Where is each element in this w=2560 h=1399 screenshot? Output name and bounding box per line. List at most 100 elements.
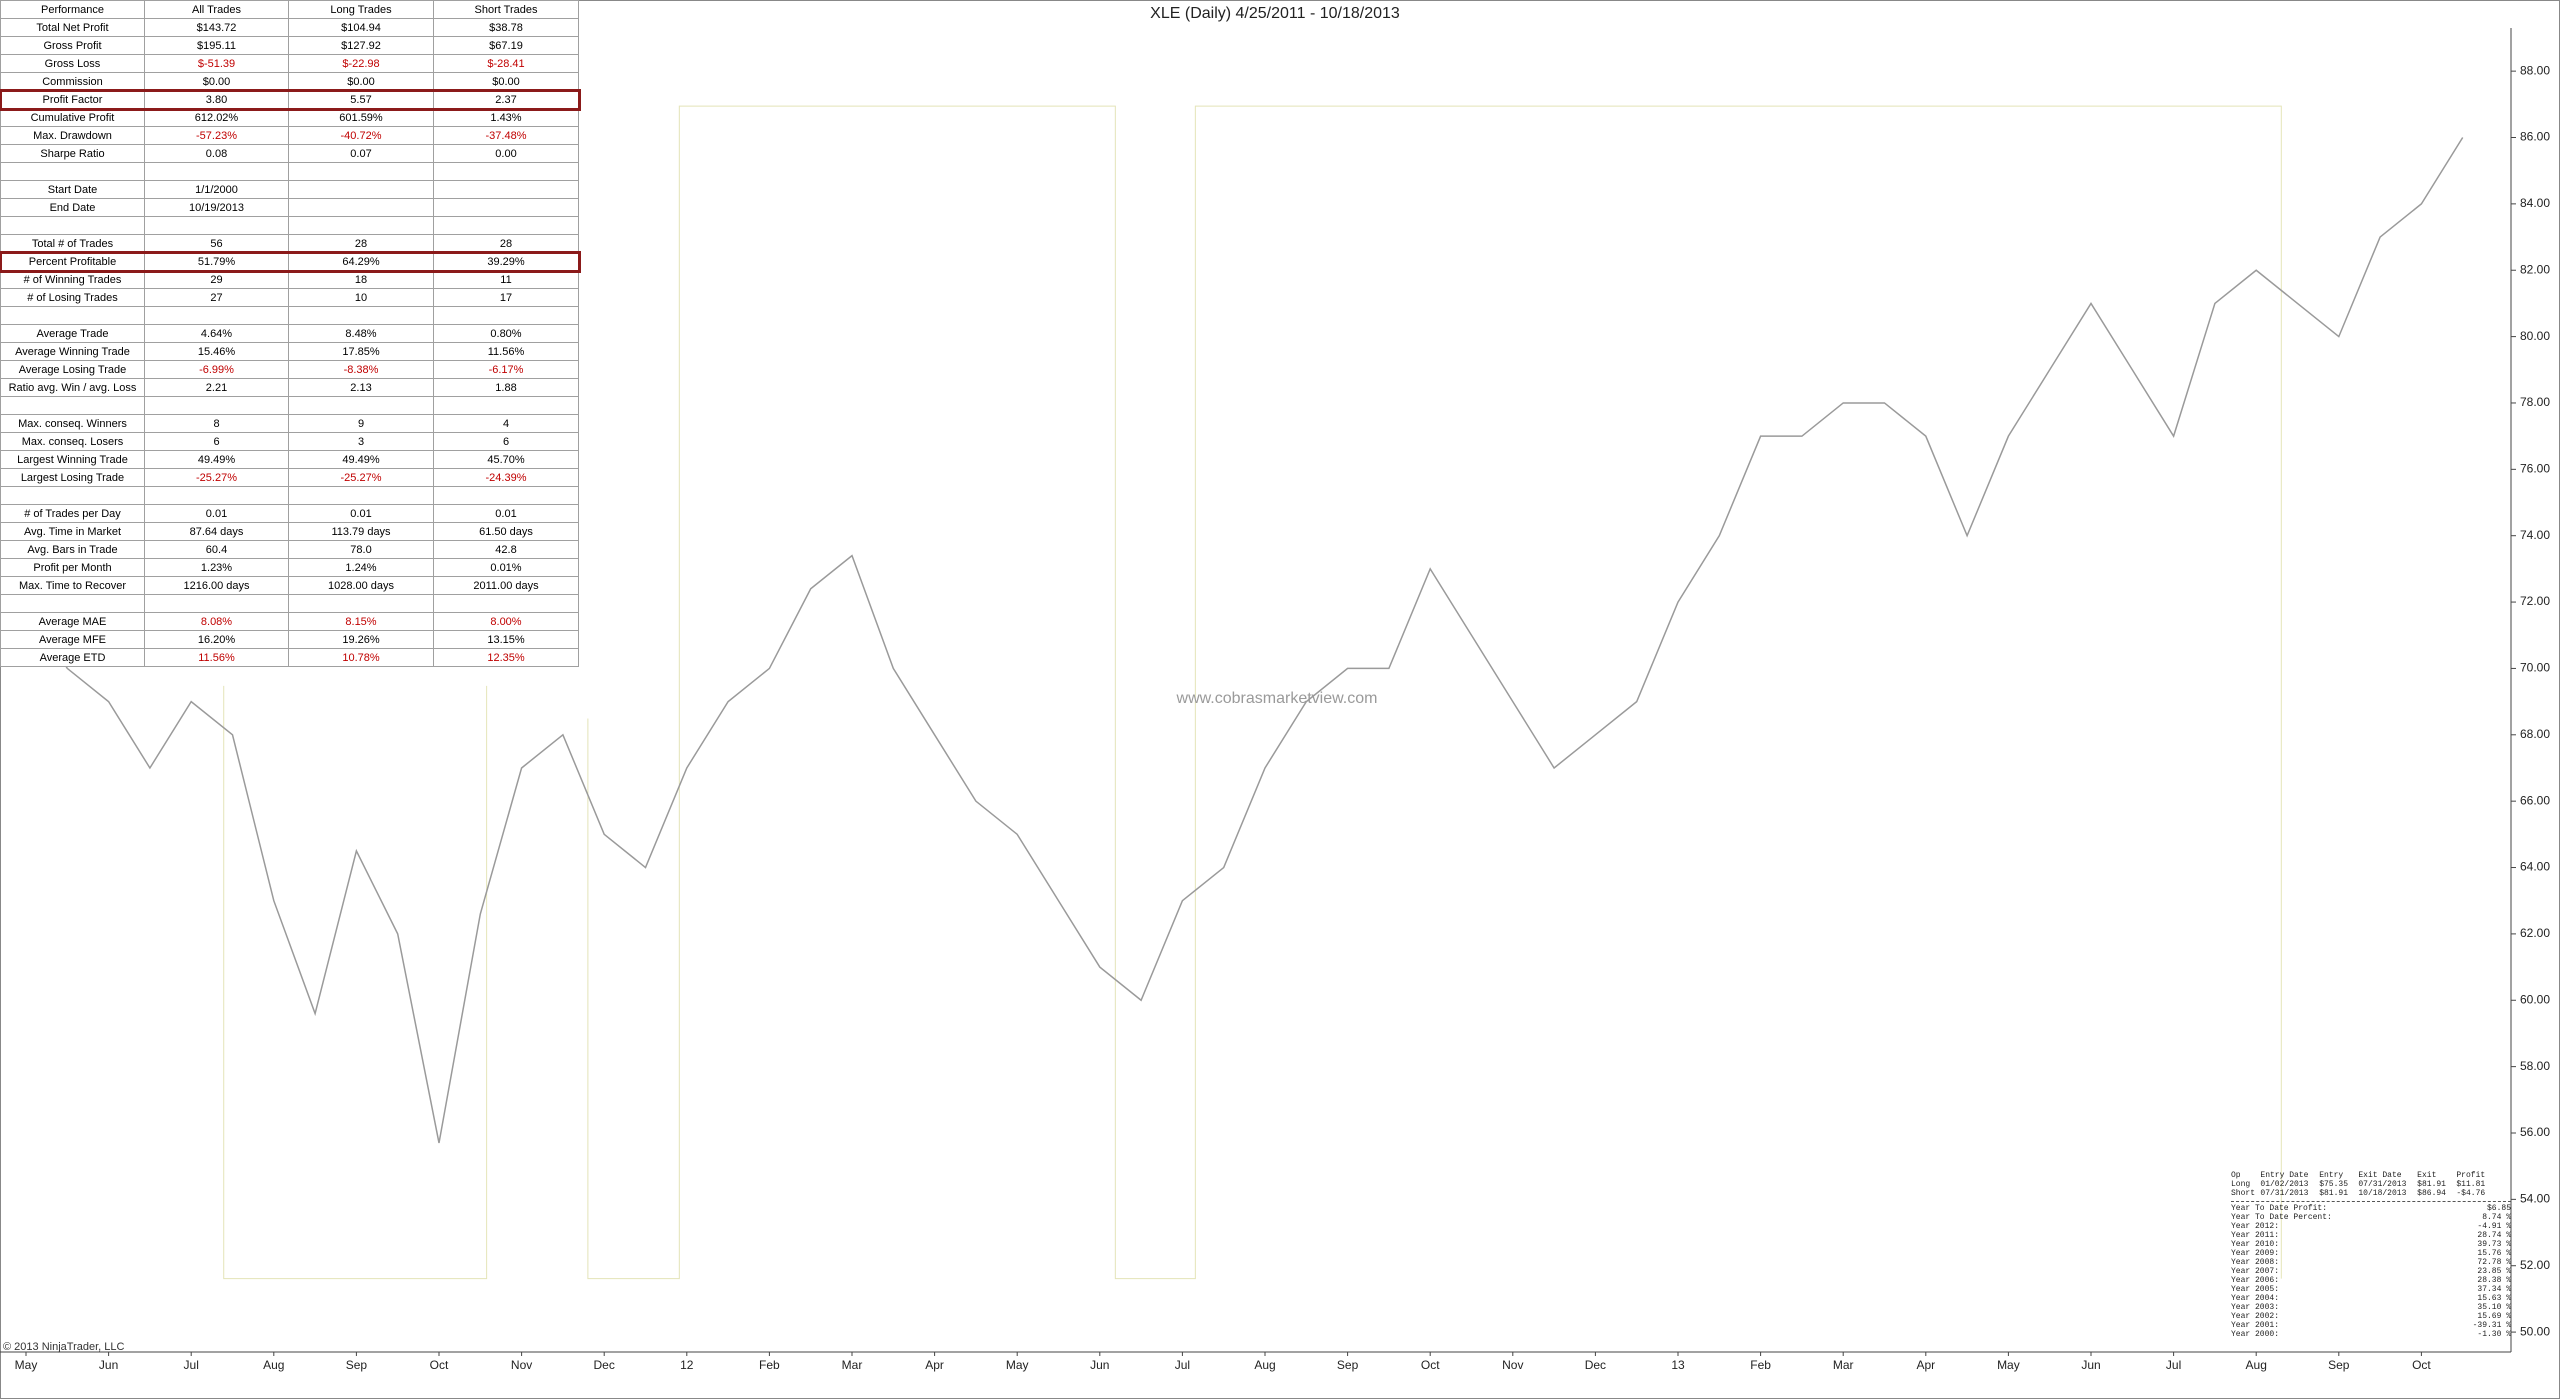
table-cell: 4.64% <box>144 324 289 343</box>
y-tick-label: 50.00 <box>2520 1324 2550 1338</box>
report-field: Year 2004: <box>2231 1294 2280 1303</box>
table-cell <box>144 594 289 613</box>
table-cell: 51.79% <box>144 252 289 271</box>
table-cell: 1216.00 days <box>144 576 289 595</box>
table-cell: Cumulative Profit <box>0 108 145 127</box>
report-field: -1.30 % <box>2477 1330 2511 1339</box>
table-row: Commission $0.00 $0.00 $0.00 <box>0 72 579 91</box>
table-cell: 10 <box>288 288 434 307</box>
table-cell: 11 <box>433 270 579 289</box>
table-cell: 49.49% <box>288 450 434 469</box>
report-year: Year 2010: 39.73 % <box>2231 1240 2511 1249</box>
table-row: # of Trades per Day 0.01 0.01 0.01 <box>0 504 579 523</box>
report-year: Year 2004: 15.63 % <box>2231 1294 2511 1303</box>
report-field: -4.91 % <box>2477 1222 2511 1231</box>
report-year: Year 2012: -4.91 % <box>2231 1222 2511 1231</box>
table-cell: -37.48% <box>433 126 579 145</box>
table-cell: 60.4 <box>144 540 289 559</box>
table-cell <box>144 216 289 235</box>
y-tick-label: 82.00 <box>2520 262 2550 276</box>
table-cell: $67.19 <box>433 36 579 55</box>
x-tick-label: Jul <box>1175 1358 1190 1372</box>
report-field: Exit <box>2417 1171 2437 1180</box>
table-row: Average Losing Trade -6.99% -8.38% -6.17% <box>0 360 579 379</box>
report-trade: Short 07/31/2013 $81.91 10/18/2013 $86.94 -$4… <box>2231 1189 2511 1198</box>
table-cell: # of Trades per Day <box>0 504 145 523</box>
table-cell: # of Losing Trades <box>0 288 145 307</box>
table-cell: 12.35% <box>433 648 579 667</box>
table-cell: 64.29% <box>288 252 434 271</box>
y-tick-label: 84.00 <box>2520 196 2550 210</box>
y-tick-label: 64.00 <box>2520 860 2550 874</box>
report-field: 07/31/2013 <box>2260 1189 2309 1198</box>
table-cell: 11.56% <box>144 648 289 667</box>
table-cell: 612.02% <box>144 108 289 127</box>
table-cell: 0.01 <box>144 504 289 523</box>
y-tick-label: 76.00 <box>2520 462 2550 476</box>
report-field: Year 2011: <box>2231 1231 2280 1240</box>
spacer-row <box>0 486 579 505</box>
report-field: 15.63 % <box>2477 1294 2511 1303</box>
table-cell: 49.49% <box>144 450 289 469</box>
table-row: Average MAE 8.08% 8.15% 8.00% <box>0 612 579 631</box>
table-cell: $-51.39 <box>144 54 289 73</box>
table-cell <box>288 216 434 235</box>
table-cell: 113.79 days <box>288 522 434 541</box>
table-cell <box>144 486 289 505</box>
copyright: © 2013 NinjaTrader, LLC <box>3 1341 124 1353</box>
report-year: Year 2007: 23.85 % <box>2231 1267 2511 1276</box>
table-cell <box>433 306 579 325</box>
table-cell: 0.01 <box>288 504 434 523</box>
x-tick-label: Jun <box>2081 1358 2100 1372</box>
table-cell <box>288 180 434 199</box>
table-cell <box>0 396 145 415</box>
table-cell: Commission <box>0 72 145 91</box>
table-cell: $-28.41 <box>433 54 579 73</box>
y-tick-label: 60.00 <box>2520 992 2550 1006</box>
table-cell: 1.88 <box>433 378 579 397</box>
table-cell: -6.99% <box>144 360 289 379</box>
report-field: -39.31 % <box>2472 1321 2511 1330</box>
y-tick-label: 70.00 <box>2520 661 2550 675</box>
table-cell: Largest Winning Trade <box>0 450 145 469</box>
report-year: Year 2009: 15.76 % <box>2231 1249 2511 1258</box>
x-tick-label: Mar <box>842 1358 863 1372</box>
table-row: Percent Profitable 51.79% 64.29% 39.29% <box>0 250 581 273</box>
x-tick-label: Nov <box>511 1358 532 1372</box>
table-cell: 8.08% <box>144 612 289 631</box>
table-cell: -40.72% <box>288 126 434 145</box>
table-cell: 8.48% <box>288 324 434 343</box>
x-tick-label: May <box>1006 1358 1029 1372</box>
table-row: Max. Drawdown -57.23% -40.72% -37.48% <box>0 126 579 145</box>
table-cell <box>433 162 579 181</box>
report-header: Op Entry Date Entry Exit Date Exit Profit <box>2231 1171 2511 1180</box>
table-cell: 8.15% <box>288 612 434 631</box>
table-cell <box>433 198 579 217</box>
table-row: Average Winning Trade 15.46% 17.85% 11.56% <box>0 342 579 361</box>
table-cell: $0.00 <box>433 72 579 91</box>
table-cell <box>433 180 579 199</box>
table-cell: Total Net Profit <box>0 18 145 37</box>
table-cell: -25.27% <box>288 468 434 487</box>
report-field: $86.94 <box>2417 1189 2446 1198</box>
table-cell <box>288 486 434 505</box>
table-cell <box>0 306 145 325</box>
table-row: Total Net Profit $143.72 $104.94 $38.78 <box>0 18 579 37</box>
report-year: Year 2002: 15.69 % <box>2231 1312 2511 1321</box>
report-field: Year 2012: <box>2231 1222 2280 1231</box>
table-cell <box>288 162 434 181</box>
table-cell: 28 <box>433 234 579 253</box>
spacer-row <box>0 396 579 415</box>
table-cell <box>144 306 289 325</box>
table-row: Average ETD 11.56% 10.78% 12.35% <box>0 648 579 667</box>
table-cell: 11.56% <box>433 342 579 361</box>
x-tick-label: Oct <box>430 1358 449 1372</box>
x-tick-label: Feb <box>759 1358 780 1372</box>
table-cell: 19.26% <box>288 630 434 649</box>
report-field: $11.81 <box>2456 1180 2486 1189</box>
report-field: Year 2001: <box>2231 1321 2280 1330</box>
table-cell: Average MFE <box>0 630 145 649</box>
x-tick-label: Apr <box>925 1358 944 1372</box>
